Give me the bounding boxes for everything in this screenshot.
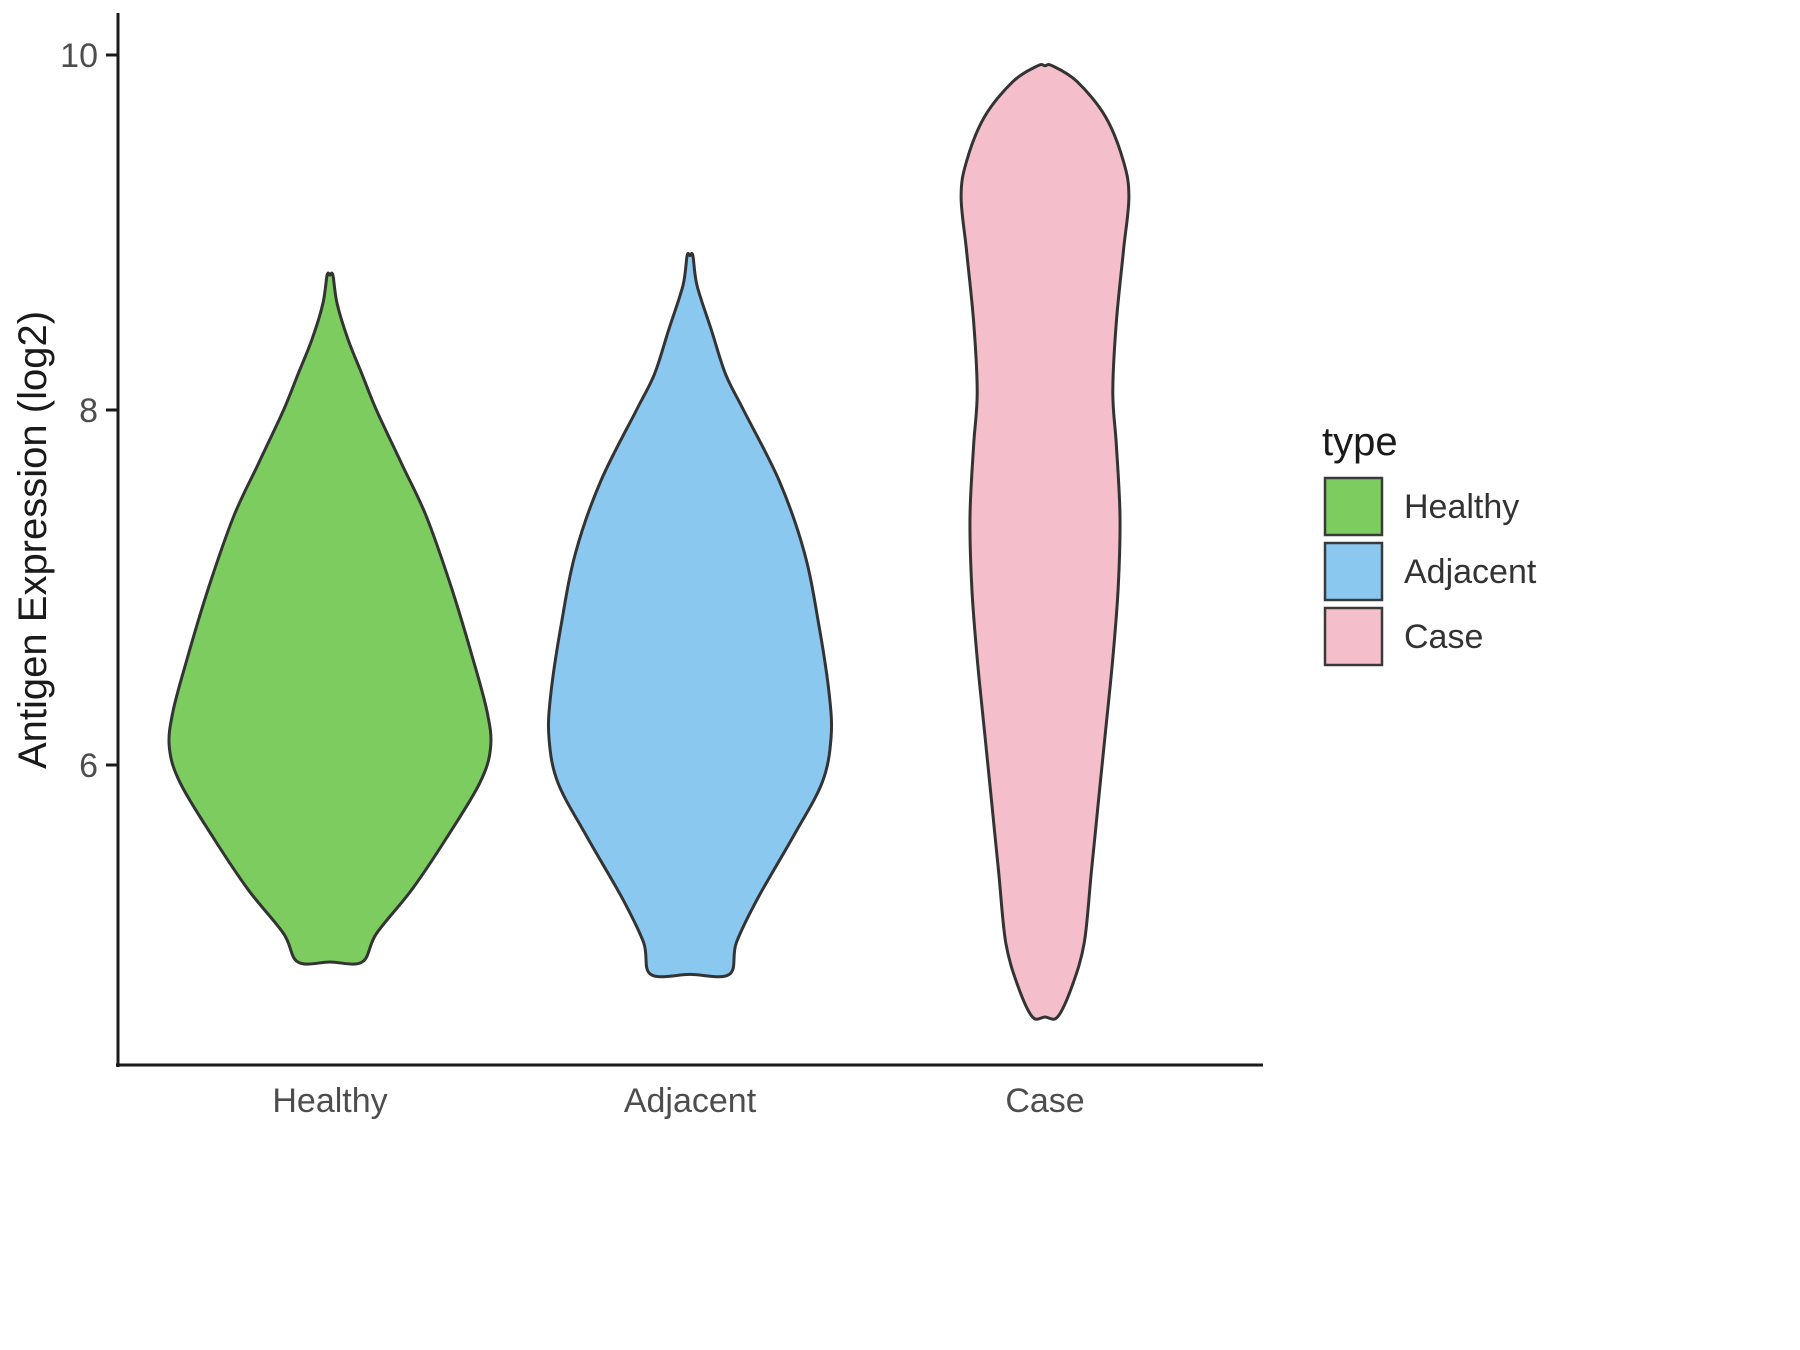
violin-healthy (167, 271, 493, 966)
violins-group (167, 63, 1131, 1021)
y-tick-label-6: 6 (79, 747, 98, 785)
y-tick-label-10: 10 (60, 37, 98, 75)
legend-label-case: Case (1404, 618, 1483, 656)
y-axis-title: Antigen Expression (log2) (11, 311, 55, 769)
x-tick-label-case: Case (1005, 1082, 1084, 1120)
legend: type Healthy Adjacent Case (1322, 420, 1537, 667)
violin-adjacent (546, 251, 834, 979)
legend-key-healthy (1323, 476, 1384, 537)
legend-label-healthy: Healthy (1404, 488, 1519, 526)
x-tick-label-healthy: Healthy (272, 1082, 387, 1120)
violin-case (959, 63, 1131, 1021)
y-tick-label-8: 8 (79, 392, 98, 430)
x-tick-label-adjacent: Adjacent (624, 1082, 757, 1120)
legend-key-adjacent (1323, 541, 1384, 602)
legend-key-case (1323, 606, 1384, 667)
legend-label-adjacent: Adjacent (1404, 553, 1537, 591)
legend-title: type (1322, 420, 1398, 464)
